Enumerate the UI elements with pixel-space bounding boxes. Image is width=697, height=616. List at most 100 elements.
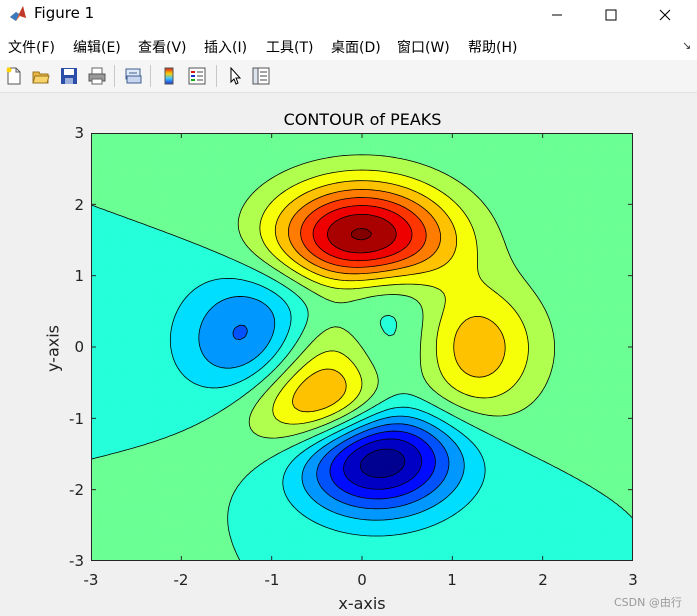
contour-band — [95, 475, 101, 480]
contour-band — [515, 453, 521, 458]
contour-band — [190, 550, 196, 555]
contour-band — [393, 460, 399, 465]
contour-band — [443, 528, 449, 533]
contour-band — [203, 464, 209, 469]
contour-band — [619, 443, 625, 448]
contour-band — [510, 482, 516, 487]
contour-band — [199, 475, 205, 480]
contour-band — [551, 532, 557, 537]
maximize-button[interactable] — [588, 0, 634, 30]
contour-band — [501, 521, 507, 526]
contour-band — [411, 542, 417, 548]
insert-legend-button[interactable] — [186, 65, 208, 87]
contour-band — [158, 532, 164, 537]
contour-band — [244, 457, 250, 462]
contour-band — [262, 528, 268, 533]
contour-band — [284, 553, 291, 558]
contour-band — [126, 517, 132, 523]
contour-band — [456, 500, 462, 505]
contour-band — [325, 532, 331, 537]
contour-band — [519, 503, 525, 508]
contour-band — [307, 550, 313, 555]
menu-edit[interactable]: 编辑(E) — [73, 40, 121, 56]
contour-band — [248, 482, 254, 487]
contour-band — [257, 443, 263, 448]
contour-band — [262, 450, 268, 455]
contour-band — [239, 435, 245, 441]
insert-colorbar-button[interactable] — [158, 65, 180, 87]
contour-band — [181, 435, 187, 441]
contour-band — [379, 500, 385, 505]
contour-band — [605, 525, 611, 530]
contour-band — [253, 550, 259, 555]
contour-band — [397, 528, 403, 533]
contour-band — [153, 485, 160, 490]
contour-band — [569, 496, 575, 501]
menu-file[interactable]: 文件(F) — [8, 40, 55, 56]
contour-band — [230, 471, 236, 476]
contour-band — [194, 450, 200, 455]
contour-band — [528, 467, 534, 473]
new-figure-button[interactable] — [3, 65, 25, 87]
print-button[interactable] — [86, 65, 108, 87]
contour-band — [519, 460, 525, 465]
contour-band — [447, 525, 453, 530]
contour-band — [510, 489, 516, 494]
contour-band — [99, 500, 105, 505]
contour-band — [104, 521, 110, 526]
contour-band — [135, 517, 141, 523]
contour-band — [610, 485, 616, 490]
dock-arrow-icon[interactable]: ↘ — [682, 39, 692, 52]
menu-view[interactable]: 查看(V) — [138, 40, 187, 56]
contour-band — [402, 546, 408, 551]
contour-band — [388, 450, 394, 455]
contour-band — [135, 535, 141, 540]
contour-band — [415, 535, 422, 540]
open-file-button[interactable] — [30, 65, 52, 87]
contour-band — [578, 467, 584, 473]
contour-band — [515, 528, 521, 533]
link-plot-button[interactable] — [122, 65, 144, 87]
contour-band — [619, 467, 625, 473]
contour-band — [587, 443, 593, 448]
contour-band — [190, 446, 196, 451]
save-button[interactable] — [58, 65, 80, 87]
contour-band — [257, 528, 263, 533]
contour-band — [339, 517, 345, 523]
menu-help[interactable]: 帮助(H) — [468, 40, 518, 56]
edit-plot-button[interactable] — [224, 65, 246, 87]
contour-band — [212, 457, 218, 462]
contour-band — [239, 460, 245, 465]
contour-band — [343, 482, 349, 487]
contour-band — [334, 517, 340, 523]
contour-band — [190, 525, 196, 530]
contour-band — [190, 432, 196, 437]
contour-band — [230, 482, 236, 487]
contour-band — [501, 514, 507, 519]
contour-band — [429, 546, 435, 551]
menu-window[interactable]: 窗口(W) — [397, 40, 450, 56]
contour-band — [113, 525, 119, 530]
menu-desktop[interactable]: 桌面(D) — [331, 40, 381, 56]
contour-plot-axes[interactable] — [91, 133, 633, 561]
contour-band — [248, 550, 254, 555]
contour-band — [388, 510, 394, 515]
menu-tools[interactable]: 工具(T) — [266, 40, 314, 56]
contour-band — [95, 435, 101, 441]
close-button[interactable] — [642, 0, 688, 30]
contour-band — [135, 489, 141, 494]
contour-band — [402, 500, 408, 505]
contour-band — [339, 532, 345, 537]
menu-insert[interactable]: 插入(I) — [204, 40, 248, 56]
contour-band — [601, 535, 607, 540]
contour-band — [461, 485, 467, 490]
contour-band — [614, 467, 620, 473]
minimize-button[interactable] — [534, 0, 580, 30]
property-inspector-button[interactable] — [250, 65, 272, 87]
contour-band — [117, 457, 123, 462]
contour-band — [153, 528, 160, 533]
contour-band — [614, 528, 620, 533]
contour-band — [158, 542, 164, 548]
contour-band — [266, 532, 272, 537]
contour-band — [194, 503, 200, 508]
